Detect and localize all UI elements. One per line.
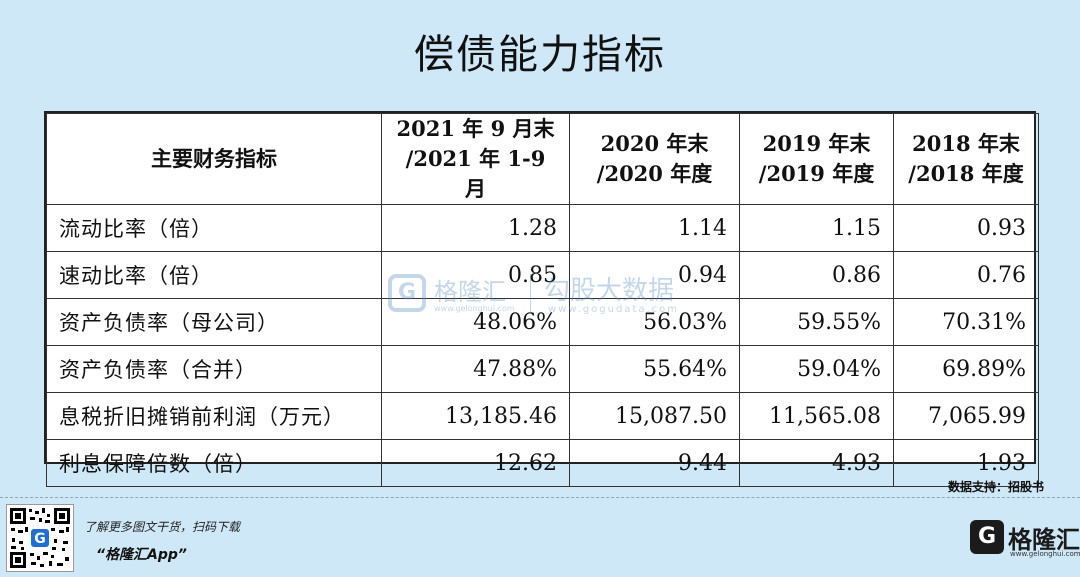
table-cell: 1.14 [569, 204, 740, 252]
brand-name: 格隆汇 [1008, 526, 1080, 554]
table-cell: 56.03% [569, 298, 740, 346]
table-cell: 0.76 [893, 251, 1039, 299]
header-cell-indicator: 主要财务指标 [46, 113, 382, 205]
table-row: 息税折旧摊销前利润（万元） 13,185.46 15,087.50 11,565… [46, 392, 1039, 440]
row-label: 利息保障倍数（倍） [46, 439, 382, 487]
row-label: 资产负债率（合并） [46, 345, 382, 393]
table-cell: 1.28 [381, 204, 570, 252]
table-cell: 1.15 [739, 204, 894, 252]
page-title: 偿债能力指标 [414, 32, 666, 78]
header-cell-2018: 2018 年末 /2018 年度 [893, 113, 1039, 205]
table-row: 资产负债率（母公司） 48.06% 56.03% 59.55% 70.31% [46, 298, 1039, 346]
row-label: 资产负债率（母公司） [46, 298, 382, 346]
table-cell: 59.55% [739, 298, 894, 346]
header-cell-2019: 2019 年末 /2019 年度 [739, 113, 894, 205]
row-label: 息税折旧摊销前利润（万元） [46, 392, 382, 440]
table-cell: 55.64% [569, 345, 740, 393]
header-cell-2020: 2020 年末 /2020 年度 [569, 113, 740, 205]
table-row: 速动比率（倍） 0.85 0.94 0.86 0.76 [46, 251, 1039, 299]
indicator-table-container: 主要财务指标 2021 年 9 月末 /2021 年 1-9 月 2020 年末… [44, 111, 1039, 487]
indicator-table: 主要财务指标 2021 年 9 月末 /2021 年 1-9 月 2020 年末… [46, 113, 1039, 487]
table-cell: 69.89% [893, 345, 1039, 393]
header-cell-2021: 2021 年 9 月末 /2021 年 1-9 月 [381, 113, 570, 205]
table-cell: 4.93 [739, 439, 894, 487]
table-cell: 0.94 [569, 251, 740, 299]
table-cell: 12.62 [381, 439, 570, 487]
table-row: 流动比率（倍） 1.28 1.14 1.15 0.93 [46, 204, 1039, 252]
table-cell: 0.86 [739, 251, 894, 299]
table-cell: 9.44 [569, 439, 740, 487]
app-name-text: “格隆汇App” [96, 547, 187, 563]
table-header-row: 主要财务指标 2021 年 9 月末 /2021 年 1-9 月 2020 年末… [46, 113, 1039, 205]
table-cell: 59.04% [739, 345, 894, 393]
brand-url: www.gelonghui.com [1010, 550, 1080, 558]
promo-text: 了解更多图文干货，扫码下载 [84, 520, 241, 534]
qr-code-icon[interactable]: G [6, 504, 74, 572]
table-cell: 15,087.50 [569, 392, 740, 440]
table-row: 资产负债率（合并） 47.88% 55.64% 59.04% 69.89% [46, 345, 1039, 393]
table-cell: 70.31% [893, 298, 1039, 346]
table-row: 利息保障倍数（倍） 12.62 9.44 4.93 1.93 [46, 439, 1039, 487]
table-cell: 11,565.08 [739, 392, 894, 440]
data-source: 数据支持：招股书 [947, 480, 1044, 494]
qr-code-graphic: G [7, 505, 73, 571]
table-cell: 0.93 [893, 204, 1039, 252]
row-label: 速动比率（倍） [46, 251, 382, 299]
table-cell: 13,185.46 [381, 392, 570, 440]
table-cell: 1.93 [893, 439, 1039, 487]
footer-brand: G 格隆汇 www.gelonghui.com [970, 518, 1080, 572]
brand-logo-icon: G [970, 520, 1004, 554]
row-label: 流动比率（倍） [46, 204, 382, 252]
table-cell: 7,065.99 [893, 392, 1039, 440]
table-cell: 48.06% [381, 298, 570, 346]
table-cell: 0.85 [381, 251, 570, 299]
qr-logo-glyph: G [34, 531, 46, 547]
table-cell: 47.88% [381, 345, 570, 393]
footer-divider [0, 497, 1080, 499]
